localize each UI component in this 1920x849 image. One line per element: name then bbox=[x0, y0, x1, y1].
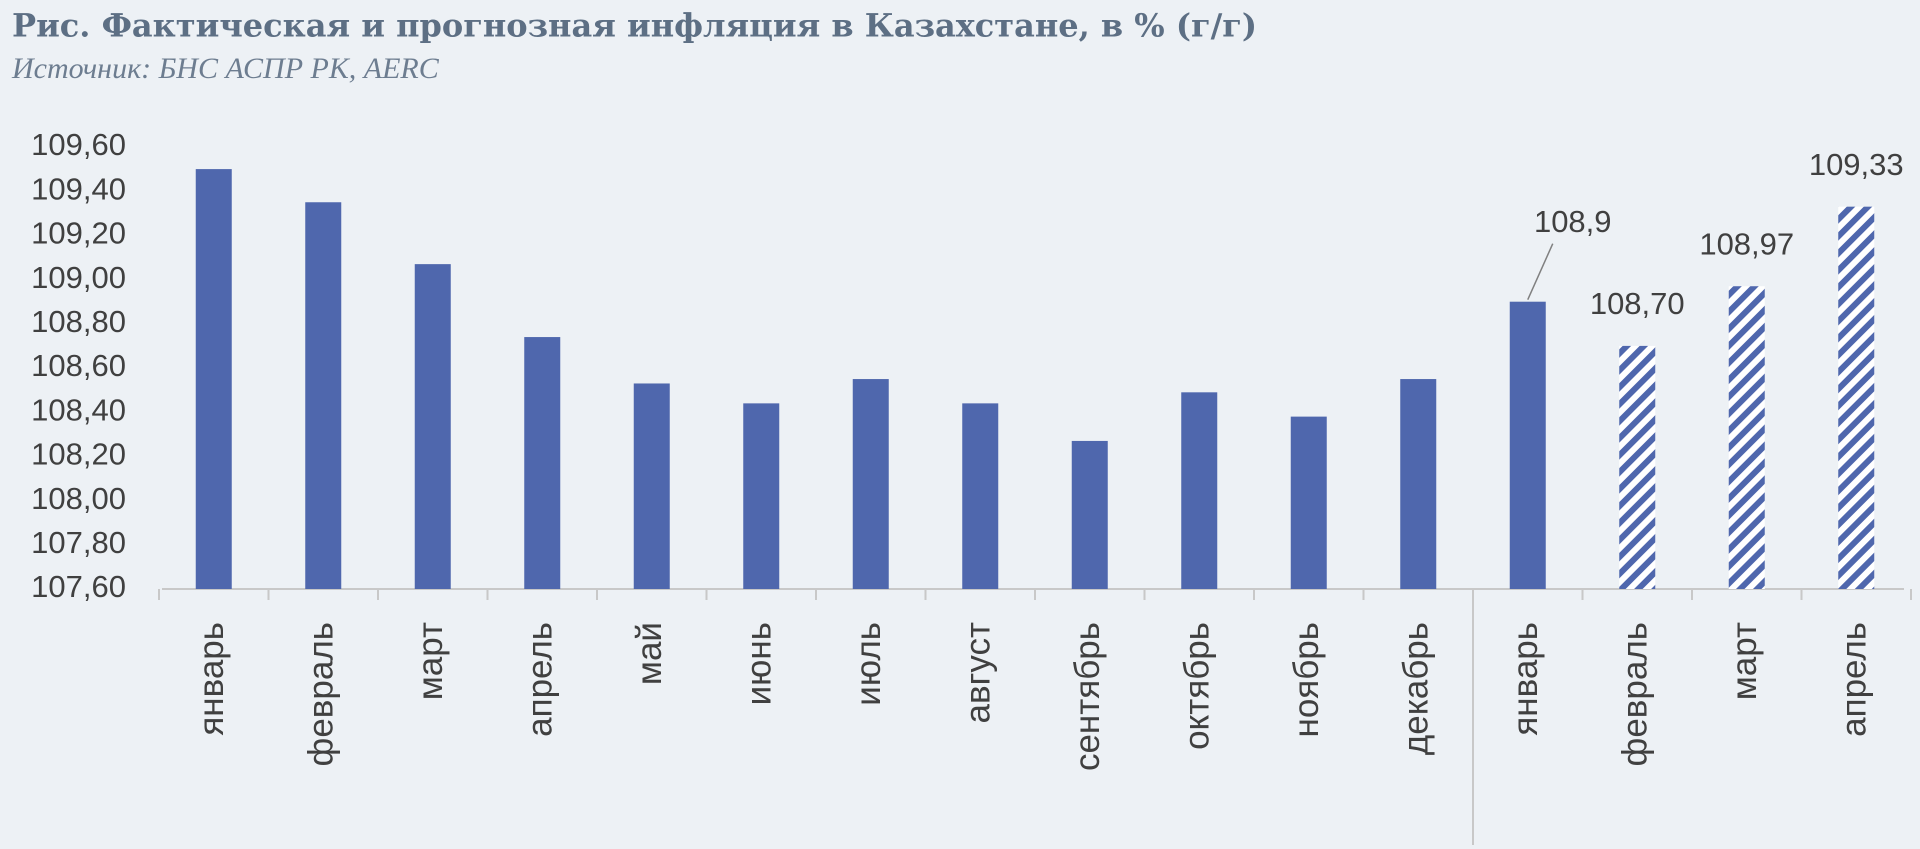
leader-line bbox=[1527, 243, 1554, 301]
y-tick-label: 109,00 bbox=[31, 260, 126, 295]
bar bbox=[414, 264, 451, 589]
value-label: 108,97 bbox=[1699, 226, 1794, 261]
y-tick-label: 107,60 bbox=[31, 569, 126, 604]
x-tick-label: январь bbox=[192, 622, 231, 736]
x-tick-label: сентябрь bbox=[1068, 622, 1107, 771]
bar bbox=[1728, 286, 1765, 589]
chart-title: Рис. Фактическая и прогнозная инфляция в… bbox=[12, 7, 1257, 45]
bar bbox=[1071, 440, 1108, 589]
x-tick-label: апрель bbox=[1835, 622, 1874, 737]
bar bbox=[1290, 416, 1327, 589]
bar bbox=[305, 202, 342, 589]
value-label: 108,9 bbox=[1534, 204, 1612, 239]
x-tick-label: октябрь bbox=[1178, 622, 1217, 750]
y-tick-label: 109,60 bbox=[31, 127, 126, 162]
bar bbox=[1400, 379, 1437, 589]
x-tick-label: апрель bbox=[521, 622, 560, 737]
bar bbox=[1619, 345, 1656, 589]
y-tick-label: 107,80 bbox=[31, 525, 126, 560]
x-tick-label: январь bbox=[1506, 622, 1545, 736]
chart-subtitle: Источник: БНС АСПР РК, AERC bbox=[11, 52, 440, 85]
x-tick-label: февраль bbox=[1616, 622, 1655, 766]
x-tick-label: март bbox=[1725, 622, 1764, 700]
x-tick-label: ноябрь bbox=[1287, 622, 1326, 738]
x-tick-label: декабрь bbox=[1397, 622, 1436, 755]
bar bbox=[743, 403, 780, 589]
bar bbox=[1181, 392, 1218, 589]
bar bbox=[852, 379, 889, 589]
x-tick-label: июнь bbox=[740, 622, 779, 705]
value-label: 109,33 bbox=[1809, 147, 1904, 182]
x-tick-label: июль bbox=[849, 622, 888, 706]
bar bbox=[524, 337, 561, 589]
y-tick-label: 108,80 bbox=[31, 304, 126, 339]
bar bbox=[633, 383, 670, 589]
x-tick-label: февраль bbox=[302, 622, 341, 766]
y-tick-label: 108,20 bbox=[31, 437, 126, 472]
x-tick-label: май bbox=[630, 622, 669, 685]
bar bbox=[1838, 206, 1875, 590]
bar bbox=[1509, 301, 1546, 589]
y-tick-label: 108,60 bbox=[31, 348, 126, 383]
x-tick-label: август bbox=[959, 622, 998, 723]
y-tick-label: 109,40 bbox=[31, 171, 126, 206]
y-tick-label: 109,20 bbox=[31, 216, 126, 251]
bar bbox=[195, 169, 232, 589]
bar bbox=[962, 403, 999, 589]
y-tick-label: 108,00 bbox=[31, 481, 126, 516]
x-tick-label: март bbox=[411, 622, 450, 700]
value-label: 108,70 bbox=[1590, 286, 1685, 321]
y-tick-label: 108,40 bbox=[31, 392, 126, 427]
